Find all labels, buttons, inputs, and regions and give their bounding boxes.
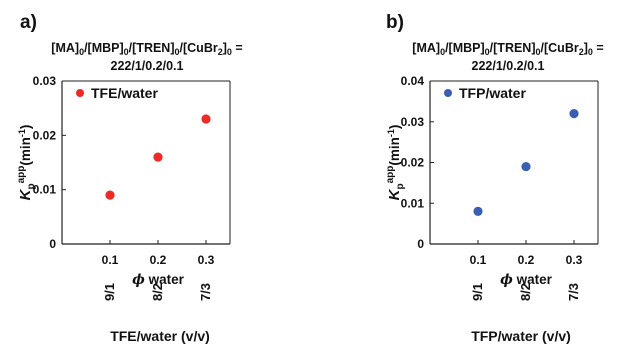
legend-label: TFP/water [459, 85, 526, 101]
condition-part: /[TREN] [129, 41, 175, 55]
legend-marker [76, 89, 84, 97]
y-tick-label: 0 [417, 237, 424, 251]
condition-part: = [232, 41, 243, 55]
x-axis-label-text: water [513, 272, 553, 287]
y-tick-label: 0.01 [401, 196, 425, 210]
y-axis-label: Kpapp(min-1) [16, 125, 37, 201]
x-tick-label: 0.3 [198, 253, 215, 267]
y-axis-label-part: (min [18, 137, 33, 166]
y-tick-label: 0.03 [33, 74, 57, 88]
y-axis-label-part: K [17, 188, 34, 200]
condition-part: 2 [218, 47, 223, 57]
data-point [569, 109, 579, 119]
condition-line-2: 222/1/0.2/0.1 [472, 59, 545, 73]
data-point [473, 206, 483, 216]
x-tick-label: 0.1 [470, 253, 487, 267]
ratio-label: 7/3 [566, 283, 581, 301]
condition-line-2: 222/1/0.2/0.1 [111, 59, 184, 73]
x-axis-label-text: water [145, 272, 185, 287]
bottom-axis-label: TFP/water (v/v) [471, 328, 571, 344]
condition-part: /[CuBr [180, 41, 218, 55]
condition-part: 0 [124, 47, 129, 57]
condition-part: 0 [588, 47, 593, 57]
condition-part: [MA] [412, 41, 440, 55]
y-axis-label-part: p [395, 183, 406, 189]
condition-part: [MA] [51, 41, 79, 55]
legend-marker [444, 89, 452, 97]
condition-part: ] [223, 41, 227, 55]
y-axis-label-part: (min [387, 137, 402, 166]
x-tick-label: 0.1 [102, 253, 119, 267]
y-tick-label: 0.02 [401, 156, 425, 170]
y-axis-label-part: -1 [17, 129, 27, 137]
condition-part: 0 [485, 47, 490, 57]
phi-symbol: ϕ [132, 272, 145, 288]
condition-part: 0 [175, 47, 180, 57]
condition-part: = [593, 41, 604, 55]
ratio-label: 9/1 [102, 283, 117, 301]
y-axis-label-part: ) [18, 125, 33, 130]
y-axis-label-part: K [386, 188, 403, 200]
condition-line-1: [MA]0/[MBP]0/[TREN]0/[CuBr2]0 = [51, 41, 242, 57]
panel-label: a) [20, 12, 37, 33]
y-tick-label: 0.04 [401, 74, 425, 88]
y-axis-label: Kpapp(min-1) [385, 125, 406, 201]
ratio-label: 8/2 [150, 283, 165, 301]
condition-part: /[MBP] [84, 41, 124, 55]
y-tick-label: 0 [49, 237, 56, 251]
y-axis-label-part: ) [387, 125, 402, 130]
condition-part: /[CuBr [541, 41, 579, 55]
panel-label: b) [386, 12, 404, 33]
condition-part: 2 [579, 47, 584, 57]
chart-panel-1: a)[MA]0/[MBP]0/[TREN]0/[CuBr2]0 =222/1/0… [16, 12, 243, 344]
x-axis-label: ϕ water [500, 272, 552, 288]
y-tick-label: 0.02 [33, 128, 57, 142]
ratio-label: 7/3 [198, 283, 213, 301]
ratio-label: 8/2 [518, 283, 533, 301]
condition-part: ] [584, 41, 588, 55]
data-point [105, 190, 115, 200]
x-axis-label: ϕ water [132, 272, 184, 288]
condition-part: 0 [440, 47, 445, 57]
y-axis-label-part: app [16, 166, 27, 184]
x-tick-label: 0.2 [150, 253, 167, 267]
data-point [153, 152, 163, 162]
data-point [521, 161, 531, 172]
condition-part: 0 [79, 47, 84, 57]
condition-part: /[MBP] [445, 41, 485, 55]
legend-label: TFE/water [91, 85, 158, 101]
bottom-axis-label: TFE/water (v/v) [110, 328, 210, 344]
y-tick-label: 0.01 [33, 183, 57, 197]
condition-line-1: [MA]0/[MBP]0/[TREN]0/[CuBr2]0 = [412, 41, 603, 57]
ratio-label: 9/1 [470, 283, 485, 301]
y-axis-label-part: p [26, 183, 37, 189]
phi-symbol: ϕ [500, 272, 513, 288]
chart-panel-2: b)[MA]0/[MBP]0/[TREN]0/[CuBr2]0 =222/1/0… [385, 12, 604, 344]
y-axis-label-part: app [385, 166, 396, 184]
data-point [201, 114, 211, 124]
condition-part: 0 [227, 47, 232, 57]
x-tick-label: 0.2 [518, 253, 535, 267]
condition-part: 0 [536, 47, 541, 57]
y-tick-label: 0.03 [401, 115, 425, 129]
y-axis-label-part: -1 [386, 129, 396, 137]
x-tick-label: 0.3 [566, 253, 583, 267]
condition-part: /[TREN] [490, 41, 536, 55]
